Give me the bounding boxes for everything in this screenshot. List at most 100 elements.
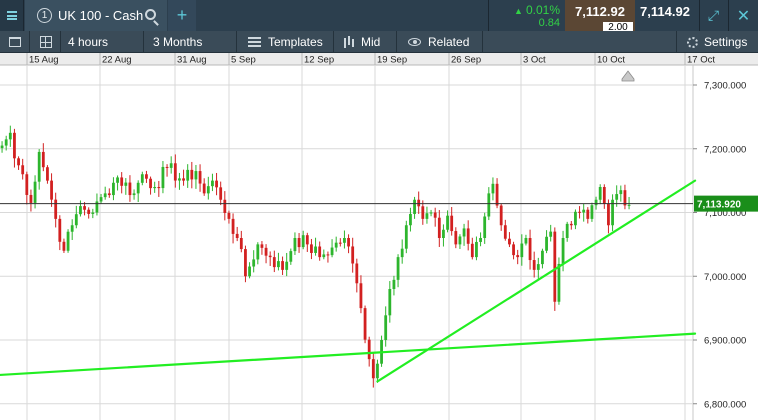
candle-body: [25, 174, 29, 195]
candle-body: [396, 257, 400, 280]
menu-button[interactable]: [0, 0, 24, 31]
sell-price: 7,112.92: [575, 4, 625, 19]
x-tick-label: 15 Aug: [29, 55, 59, 66]
candle-body: [582, 209, 586, 213]
candle-body: [330, 247, 334, 256]
y-tick-label: 6,900.000: [704, 336, 746, 347]
candle-body: [524, 238, 528, 244]
candle-body: [272, 257, 276, 268]
drawing-list-button[interactable]: [0, 31, 30, 53]
candle-body: [198, 171, 202, 184]
settings-label: Settings: [704, 35, 748, 49]
x-tick-label: 3 Oct: [523, 55, 546, 66]
candle-body: [260, 244, 264, 248]
instrument-name: UK 100 - Cash: [58, 8, 144, 23]
settings-button[interactable]: Settings: [676, 31, 758, 53]
x-tick-label: 22 Aug: [102, 55, 132, 66]
candle-body: [516, 255, 520, 258]
layout-button[interactable]: [31, 31, 61, 53]
candle-body: [594, 199, 598, 206]
candle-body: [376, 363, 379, 379]
candle-body: [479, 238, 482, 242]
candle-body: [598, 187, 602, 200]
candle-body: [318, 246, 322, 258]
candle-body: [91, 212, 95, 214]
candle-body: [186, 169, 190, 181]
change-absolute: 0.84: [538, 17, 560, 29]
list-icon: [8, 37, 21, 47]
add-tab-button[interactable]: +: [168, 0, 196, 31]
candle-body: [627, 204, 631, 206]
candle-body: [371, 359, 375, 379]
candles-icon: [343, 36, 355, 48]
candle-body: [252, 259, 256, 267]
candle-body: [268, 255, 272, 258]
change-percent: ▲ 0.01%: [489, 3, 560, 17]
candle-body: [70, 225, 74, 232]
candle-body: [574, 211, 577, 226]
candle-body: [244, 249, 247, 277]
candle-body: [425, 213, 429, 219]
candle-body: [157, 187, 161, 189]
search-icon[interactable]: [145, 9, 156, 20]
candle-body: [190, 169, 194, 180]
candle-body: [29, 194, 33, 203]
candle-body: [62, 241, 66, 251]
buy-price-button[interactable]: 7,114.92: [636, 0, 694, 31]
candle-body: [623, 190, 627, 206]
price-type-button[interactable]: Mid: [335, 31, 397, 53]
candle-body: [153, 187, 157, 189]
candle-body: [314, 246, 317, 253]
plus-icon: +: [176, 5, 188, 25]
candle-body: [458, 236, 462, 245]
candle-body: [227, 212, 231, 219]
candle-body: [454, 231, 458, 245]
candle-body: [541, 250, 544, 265]
candle-body: [466, 228, 470, 244]
candle-body: [0, 145, 4, 149]
trendline-rising-support: [376, 179, 697, 383]
close-button[interactable]: ✕: [728, 0, 758, 31]
current-price-label-bg: [694, 195, 758, 212]
x-tick-label: 26 Sep: [451, 55, 481, 66]
candle-body: [169, 163, 173, 168]
candle-body: [145, 174, 148, 179]
candle-body: [615, 194, 619, 200]
candle-body: [112, 182, 115, 196]
candle-body: [132, 193, 136, 196]
related-button[interactable]: Related: [398, 31, 483, 53]
candle-body: [58, 218, 62, 242]
sell-price-button[interactable]: 7,112.92: [565, 0, 635, 31]
candle-body: [338, 242, 342, 244]
candle-body: [178, 178, 181, 181]
candle-body: [21, 165, 25, 175]
expand-icon: ⤢: [707, 7, 720, 23]
y-tick-label: 7,000.000: [704, 272, 746, 283]
price-chart[interactable]: 15 Aug 22 Aug 31 Aug 5 Sep 12 Sep 19 Sep 26 Se…: [0, 53, 758, 420]
candle-body: [50, 180, 53, 200]
candle-body: [128, 182, 132, 196]
x-tick-label: 12 Sep: [304, 55, 334, 66]
candle-body: [83, 206, 86, 210]
expand-button[interactable]: ⤢: [699, 0, 727, 31]
instrument-number-badge: 1: [37, 8, 52, 23]
instrument-tab[interactable]: 1 UK 100 - Cash: [25, 0, 167, 31]
chart-background: [0, 53, 758, 420]
candle-body: [297, 238, 301, 248]
candle-body: [219, 187, 223, 200]
candle-body: [475, 241, 478, 258]
range-selector[interactable]: 3 Months: [145, 31, 237, 53]
candle-body: [359, 283, 363, 309]
candle-body: [95, 201, 99, 213]
candle-body: [293, 238, 297, 252]
candle-body: [400, 248, 404, 258]
candle-body: [136, 182, 140, 194]
candle-body: [437, 217, 441, 238]
interval-selector[interactable]: 4 hours: [62, 31, 144, 53]
candle-body: [223, 199, 227, 213]
templates-button[interactable]: Templates: [238, 31, 334, 53]
candle-body: [355, 263, 359, 284]
candle-body: [569, 223, 573, 226]
chart-canvas[interactable]: 15 Aug 22 Aug 31 Aug 5 Sep 12 Sep 19 Sep 26 Se…: [0, 53, 758, 420]
candle-body: [586, 209, 590, 219]
